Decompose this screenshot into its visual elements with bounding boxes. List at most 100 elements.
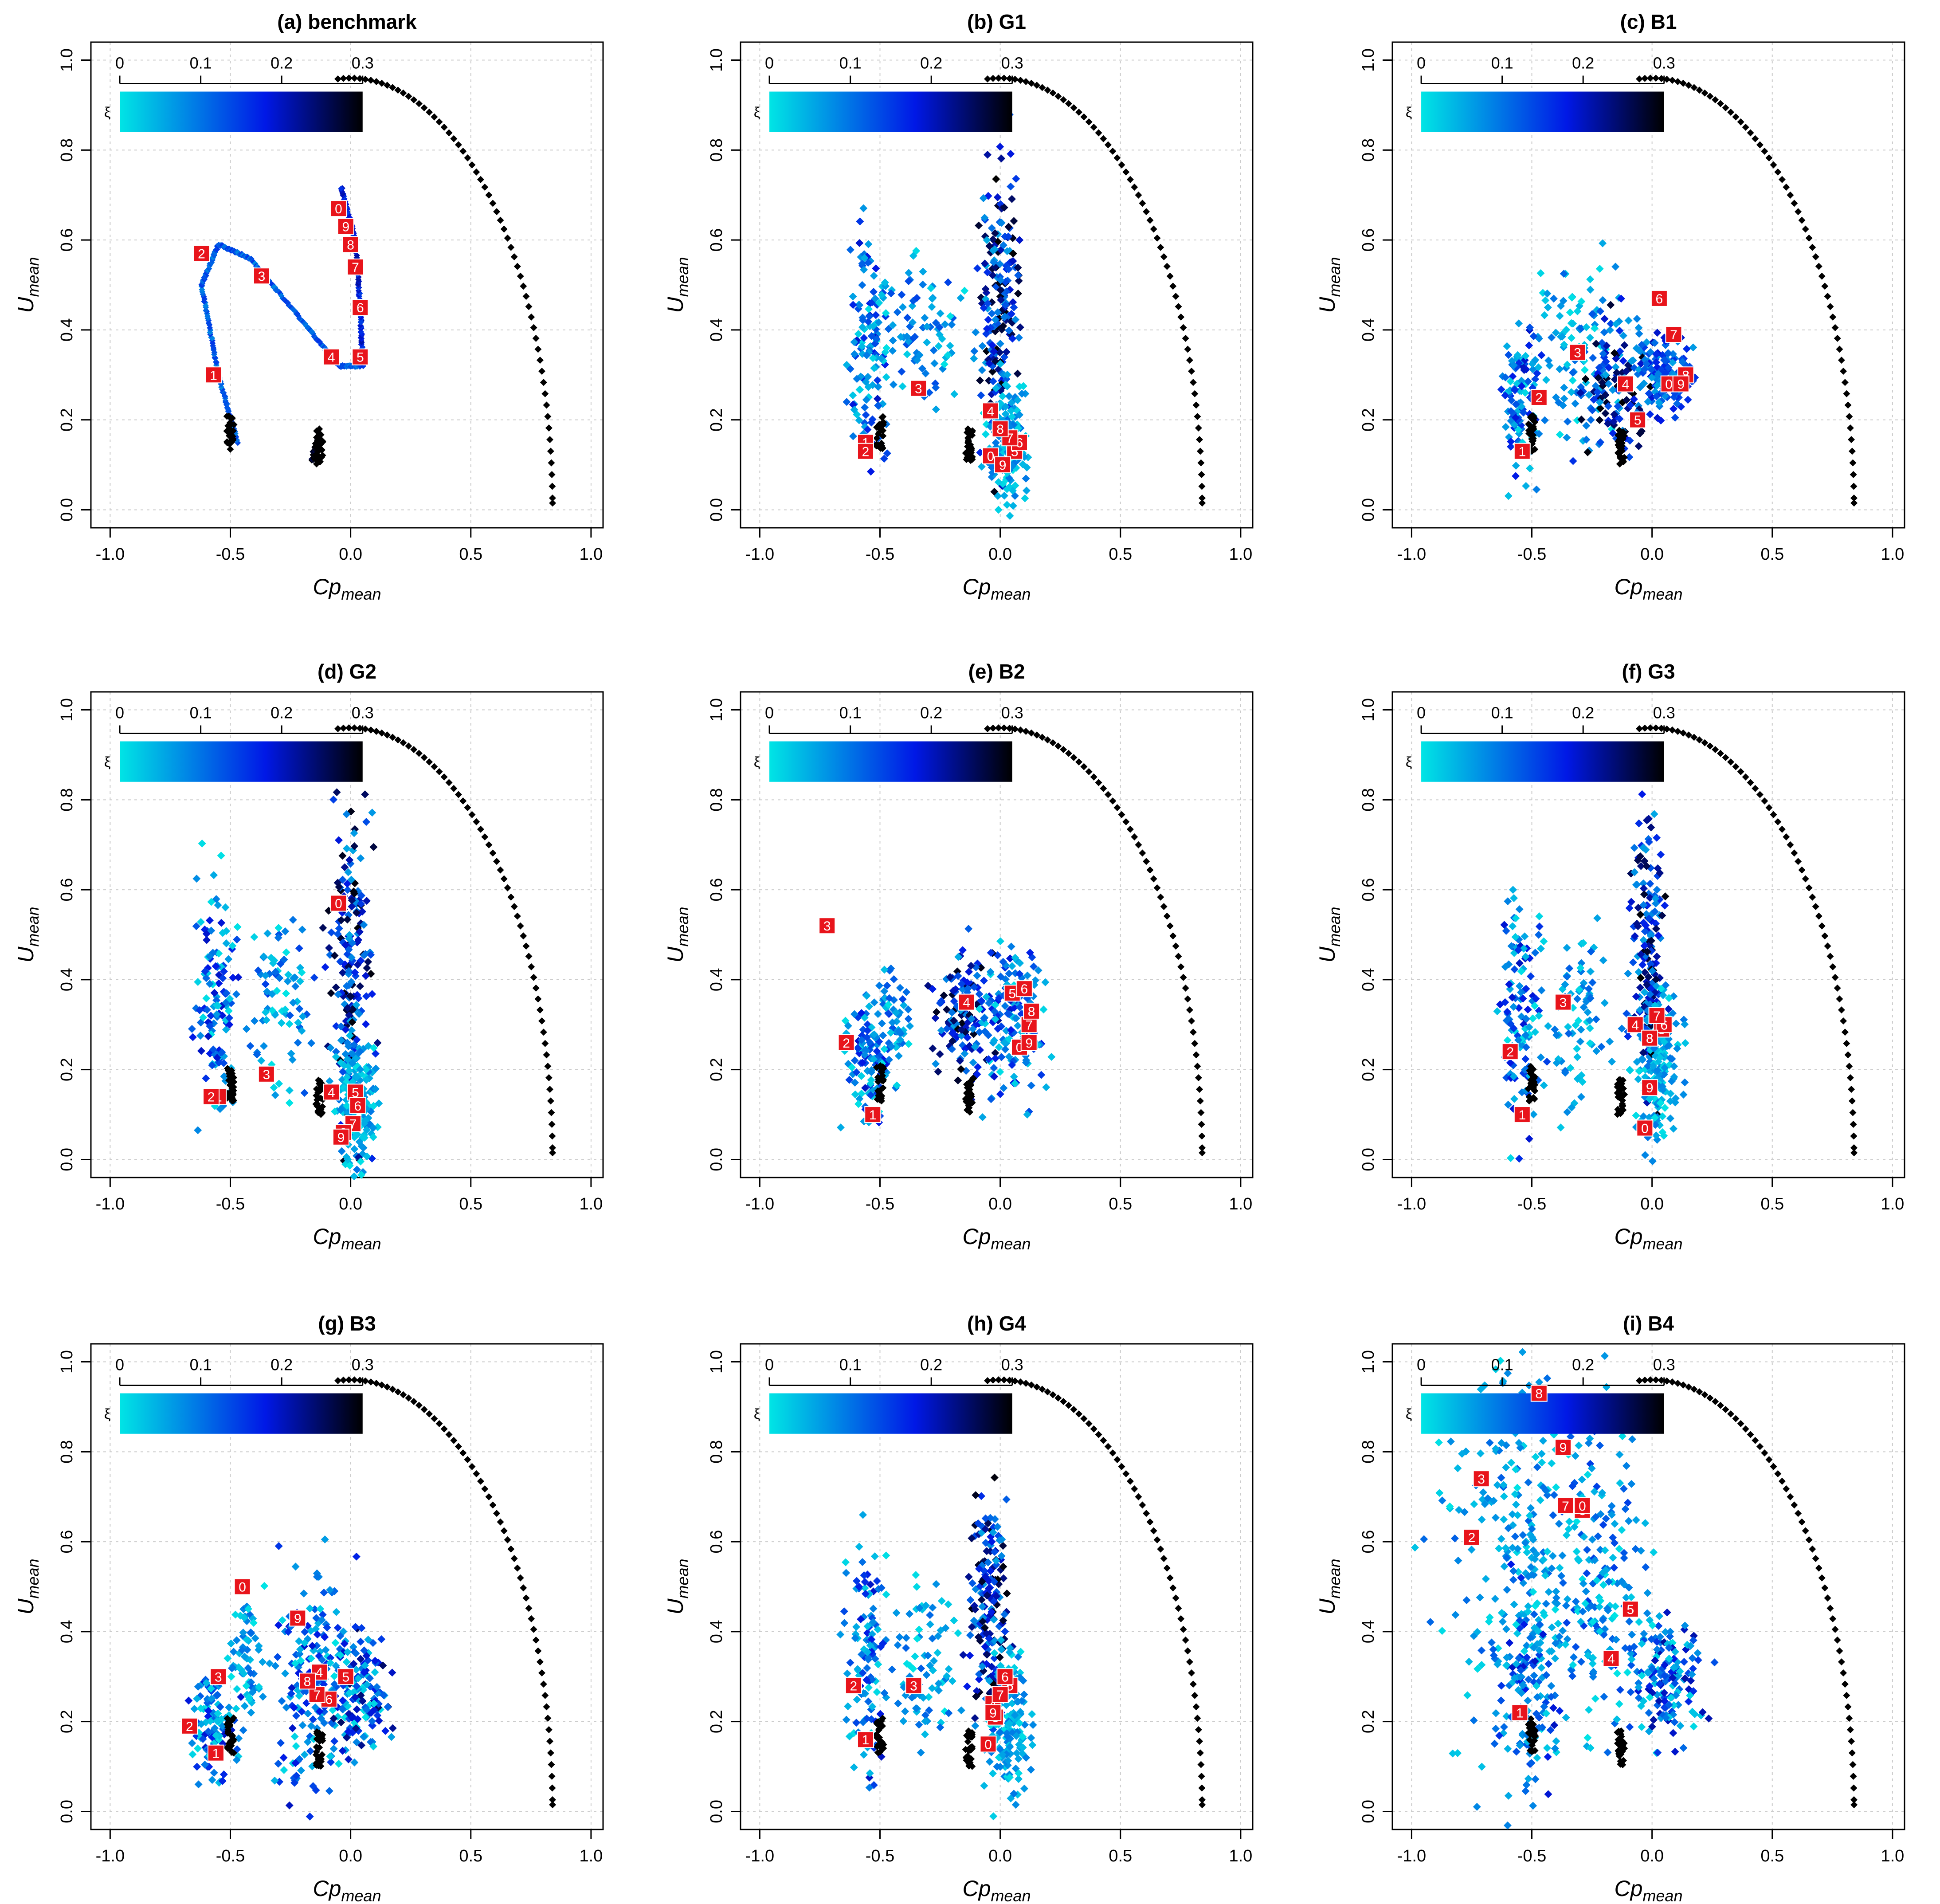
boundary-point [1844,401,1852,409]
scatter-point [1588,406,1597,414]
boundary-point [1765,804,1773,812]
point-label-text: 8 [1646,1032,1654,1046]
colorbar-tick-label: 0.3 [1001,54,1023,72]
scatter-point [274,1542,283,1550]
boundary-point [1722,104,1729,111]
scatter-point [1576,389,1585,397]
scatter-point [928,294,937,303]
scatter-point [997,1053,1006,1061]
x-tick-label: -1.0 [96,545,125,564]
colorbar-tick-label: 0.2 [270,1356,293,1374]
scatter-point [862,411,870,419]
point-label-text: 6 [354,1099,362,1114]
x-tick-label: -1.0 [96,1847,125,1865]
scatter-point [1500,921,1509,929]
scatter-point [864,240,873,248]
boundary-point [1160,253,1168,260]
scatter-point [1587,416,1595,424]
scatter-point [991,245,999,253]
boundary-point [1712,96,1719,104]
scatter-point [321,963,329,971]
point-label-text: 1 [869,1108,877,1123]
y-axis-label: Umean [13,1559,42,1614]
dark-cluster-point [226,439,233,446]
x-tick-label: 1.0 [1881,1195,1904,1213]
scatter-point [864,318,873,326]
scatter-point [1004,223,1013,231]
scatter-point [987,1095,995,1103]
panel-8: (h) G4-1.0 -0.5 0.0 0.5 1.00.00.20.40.60.81.… [663,1312,1254,1904]
x-tick-label: -0.5 [1517,1195,1546,1213]
boundary-point [1812,903,1819,910]
scatter-point [1648,1157,1657,1166]
scatter-point [1627,898,1635,906]
dark-cluster-point [879,432,887,440]
scatter-point [960,287,969,295]
boundary-point [493,858,501,865]
point-label-box [205,366,222,384]
scatter-point [981,285,990,293]
scatter-point [1622,367,1630,376]
boundary-point [530,1625,537,1633]
scatter-point [970,347,979,355]
point-label-box [1001,429,1019,447]
scatter-point [988,309,996,318]
scatter-point [1531,949,1540,957]
boundary-point [544,413,552,420]
scatter-point [985,359,994,368]
point-label-text: 7 [1653,1009,1661,1024]
boundary-point [1805,234,1813,242]
boundary-point [1824,293,1831,300]
scatter-point [1653,952,1661,961]
point-label-text: 4 [328,1085,335,1100]
boundary-point [549,494,556,502]
boundary-point [510,253,518,260]
scatter-point [1535,912,1544,921]
y-axis-label: Umean [663,1559,692,1614]
scatter-point [1672,1019,1680,1028]
scatter-point [978,366,986,374]
scatter-point [864,259,872,267]
scatter-point [261,980,270,989]
boundary-point [1180,324,1187,331]
scatter-point [1625,904,1634,912]
boundary-point [1846,424,1854,432]
scatter-point [1517,377,1526,385]
boundary-point [1840,368,1847,375]
scatter-point [330,1737,339,1745]
scatter-point [860,254,869,262]
boundary-point [549,1801,557,1809]
dark-cluster-point [317,435,324,443]
scatter-point [866,467,875,476]
boundary-point [1104,141,1112,149]
scatter-point [1003,501,1011,509]
scatter-point [321,1535,329,1544]
scatter-point [930,359,939,368]
point-label-text: 6 [325,1692,333,1707]
scatter-point [1586,334,1594,342]
scatter-point [1582,436,1591,444]
scatter-point [1615,326,1624,335]
scatter-point [1629,958,1637,966]
scatter-point [194,1126,202,1135]
point-label-box [352,348,369,365]
boundary-point [1826,953,1834,960]
scatter-point [332,1608,341,1616]
scatter-point [304,1709,312,1718]
boundary-point [549,1132,556,1140]
boundary-point [1065,100,1072,107]
panel-7: (g) B3-1.0 -0.5 0.0 0.5 1.00.00.20.40.60.81.… [13,1312,604,1904]
scatter-point [1647,823,1655,832]
panel-grid: (a) benchmark-1.0 -0.5 0.0 0.5 1.00.00.20.40… [13,10,1905,1904]
boundary-point [1049,89,1057,97]
boundary-point [1090,773,1097,781]
boundary-point [513,1564,521,1572]
boundary-point [1802,225,1809,233]
point-label-text: 4 [316,1665,323,1680]
point-label-text: 9 [1025,1036,1033,1051]
scatter-point [978,1113,987,1122]
boundary-point [1783,184,1790,191]
scatter-point [897,333,905,341]
scatter-point [309,1715,317,1723]
boundary-point [1834,334,1841,342]
